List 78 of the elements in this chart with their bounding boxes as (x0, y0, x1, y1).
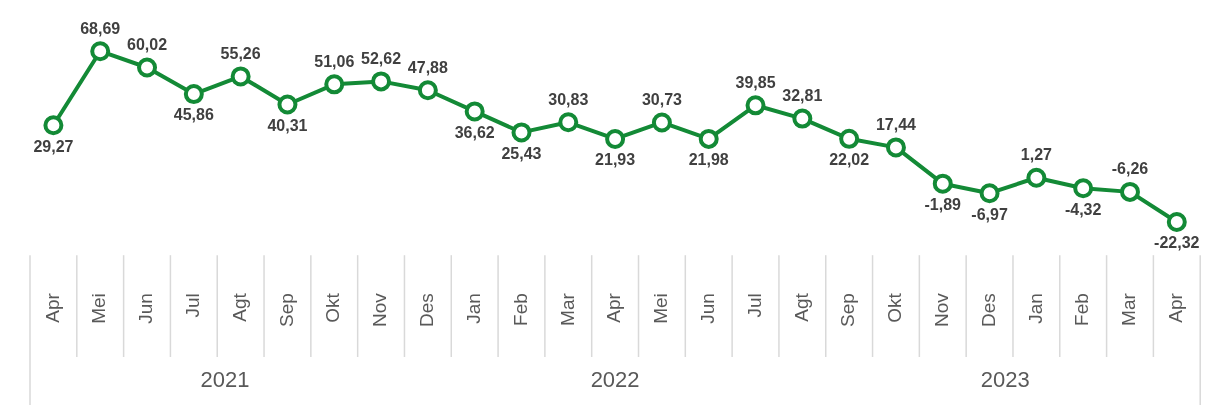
point (558, 112, 579, 133)
x-tick-label: Jul (182, 293, 204, 318)
x-tick-label: Mei (88, 293, 110, 324)
x-tick-label: Apr (41, 292, 63, 323)
point (698, 128, 719, 149)
x-tick-label: Feb (1071, 293, 1093, 326)
data-label: -6,97 (971, 205, 1008, 223)
data-label: 1,27 (1020, 146, 1053, 164)
x-tick-label: Apr (1165, 292, 1187, 323)
x-tick-label: Okt (884, 292, 906, 323)
data-label: -22,32 (1154, 234, 1200, 252)
x-tick-label: Des (977, 293, 999, 327)
point (324, 74, 345, 95)
data-label: 60,02 (127, 35, 168, 53)
data-label: 30,73 (641, 90, 683, 108)
point (417, 80, 438, 101)
data-label: 39,85 (735, 73, 776, 91)
data-label: 21,93 (595, 151, 636, 169)
point (745, 95, 766, 116)
point (1119, 181, 1140, 202)
x-tick-label: Mei (650, 293, 672, 324)
data-label: 30,83 (548, 90, 589, 108)
point (43, 115, 64, 136)
point (511, 122, 532, 143)
x-tick-label: Mar (556, 292, 578, 326)
data-label: 68,69 (80, 19, 121, 37)
x-tick-label: Apr (603, 292, 625, 323)
data-label: 21,98 (688, 151, 729, 169)
point (651, 112, 672, 133)
point (183, 84, 204, 105)
x-tick-label: Nov (930, 292, 952, 327)
x-tick-label: Jan (462, 293, 484, 324)
data-label: 47,88 (407, 58, 448, 76)
data-label: 40,31 (267, 116, 308, 134)
point (371, 71, 392, 92)
data-label: 45,86 (173, 106, 214, 124)
x-tick-label: Jan (1024, 293, 1046, 324)
point (137, 57, 158, 78)
x-tick-label: Jun (696, 293, 718, 324)
point (464, 101, 485, 122)
data-label: 25,43 (501, 144, 542, 162)
text: 2023 (980, 367, 1030, 393)
point (792, 108, 813, 129)
point (1026, 167, 1047, 188)
x-tick-label: Agt (228, 292, 250, 322)
point (932, 173, 953, 194)
point (230, 66, 251, 87)
data-label: -4,32 (1064, 200, 1102, 218)
data-label: 32,81 (782, 86, 823, 104)
data-label: 29,27 (33, 137, 74, 155)
data-label: -6,26 (1111, 160, 1149, 178)
point (839, 128, 860, 149)
data-label: 51,06 (314, 52, 355, 70)
x-tick-label: Mar (1118, 292, 1140, 326)
x-tick-label: Sep (837, 293, 859, 328)
text: 2022 (590, 367, 640, 393)
x-tick-label: Sep (275, 293, 297, 328)
x-tick-label: Feb (509, 293, 531, 326)
data-label: 22,02 (829, 151, 870, 169)
x-tick-label: Agt (790, 292, 812, 322)
data-label: 52,62 (361, 49, 402, 67)
data-label: -1,89 (924, 196, 962, 214)
x-tick-label: Des (416, 293, 438, 327)
text: 2021 (200, 367, 250, 393)
point (1166, 212, 1187, 233)
x-tick-label: Okt (322, 292, 344, 323)
point (885, 137, 906, 158)
point (979, 183, 1000, 204)
point (277, 94, 298, 115)
x-tick-label: Jun (135, 293, 157, 324)
point (605, 128, 626, 149)
data-label: 36,62 (454, 123, 495, 141)
x-tick-label: Jul (743, 293, 765, 318)
x-tick-label: Nov (369, 292, 391, 327)
point (1073, 178, 1094, 199)
data-label: 17,44 (875, 115, 917, 133)
data-label: 55,26 (220, 44, 261, 62)
point (90, 41, 111, 62)
